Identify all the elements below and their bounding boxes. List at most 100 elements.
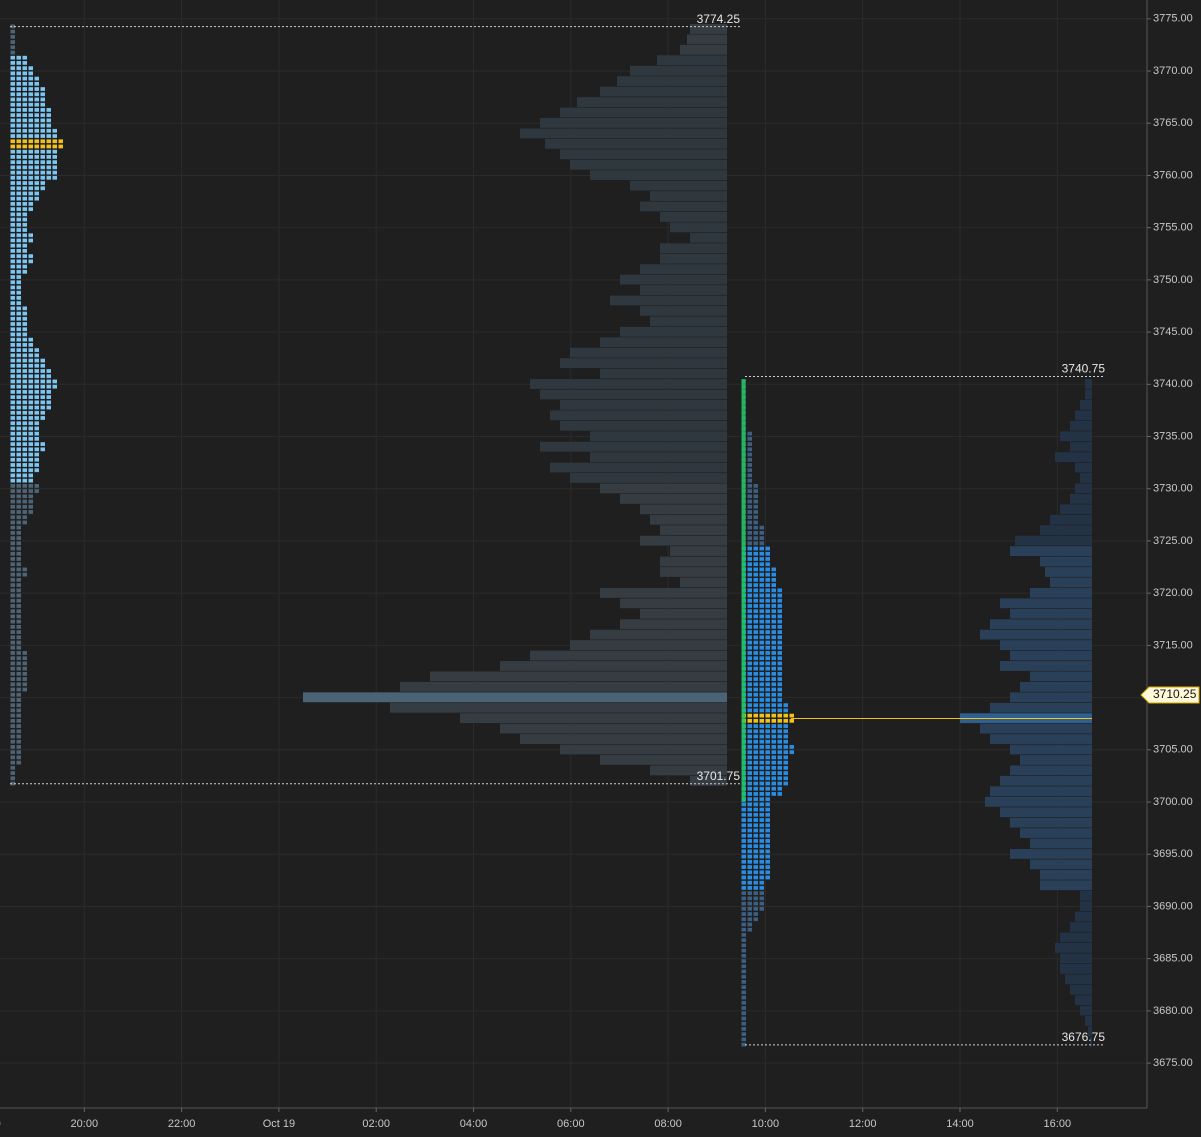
volume-bar [640,264,727,275]
volume-bar [590,431,727,442]
tpo-row [10,441,46,453]
tpo-row [10,232,34,244]
volume-bar [687,34,727,45]
tpo-row [10,713,22,724]
volume-bar [1070,420,1092,431]
tpo-row [741,838,771,850]
tpo-row [10,504,34,515]
tpo-row [741,890,765,902]
tpo-row [10,55,28,66]
tpo-row [741,556,771,568]
volume-bar [500,723,727,734]
axes: 3675.00 3680.00 3685.00 3690.00 3695.00 3700.… [0,13,1200,1130]
y-tick-label: 3745.00 [1153,326,1193,338]
tpo-row [741,535,765,547]
tpo-row [741,859,771,870]
y-tick-label: 3765.00 [1153,117,1193,129]
volume-bar [530,650,727,661]
session-high-label: 3774.25 [697,12,741,26]
volume-bar [600,587,727,598]
volume-bar [1090,1036,1092,1047]
tpo-row [741,963,747,975]
tpo-row [741,765,789,776]
volume-bar [560,420,727,431]
volume-bar [680,577,727,588]
volume-bar [660,243,727,254]
volume-bar [1040,880,1092,891]
tpo-row [10,24,16,35]
tpo-row [10,65,34,77]
volume-bar [1080,901,1092,912]
tpo-row [741,493,759,505]
x-tick-label: 10:00 [752,1118,780,1130]
tpo-row [741,828,771,839]
plot: 3774.25 3701.75 3740.75 3676.75 [10,12,1105,1048]
volume-bar [500,661,727,671]
tpo-row [10,128,58,139]
tpo-row [741,661,783,672]
volume-bar [650,514,727,525]
volume-bar [540,118,727,128]
tpo-row [741,546,771,557]
volume-bar [1010,744,1092,755]
tpo-row [741,431,753,442]
volume-bar [1075,410,1092,421]
volume-bar [540,441,727,452]
volume-bar [1088,1026,1092,1037]
y-tick-label: 3775.00 [1153,13,1193,25]
volume-bar [1075,462,1092,473]
tpo-row [10,692,22,703]
tpo-row [741,441,753,453]
tpo-row [741,869,771,881]
volume-bar [660,567,727,577]
tpo-row [10,473,34,484]
volume-bar [985,796,1092,807]
tpo-row [10,295,22,306]
volume-bar [570,159,727,170]
volume-bar [690,775,727,786]
volume-bar [670,222,727,233]
tpo-row [741,473,753,484]
volume-bar [630,65,727,76]
volume-bar [600,337,727,348]
tpo-row [10,608,22,620]
tpo-row [10,44,16,56]
volume-bar [620,598,727,609]
volume-bar [690,232,727,243]
volume-bar [990,734,1092,744]
volume-bar [1030,587,1092,598]
volume-bar [400,681,727,692]
tpo-row [741,598,783,609]
tpo-row [10,431,40,442]
volume-bar [680,44,727,55]
y-tick-label: 3685.00 [1153,953,1193,965]
volume-bar [1070,493,1092,504]
volume-bar [600,483,727,494]
volume-bar [1020,681,1092,692]
volume-bar [1070,441,1092,452]
tpo-row [10,410,46,421]
tpo-row [741,953,747,964]
tpo-row [741,817,771,829]
tpo-row [10,326,28,338]
tpo-row [10,138,64,150]
tpo-row [10,483,40,494]
volume-bar [1070,984,1092,995]
tpo-row [741,932,747,944]
volume-bar [560,149,727,160]
x-tick-label: 02:00 [362,1118,390,1130]
tpo-row [741,650,783,662]
tpo-row [741,974,747,985]
volume-bar [1000,598,1092,609]
tpo-row [741,995,747,1006]
volume-bar [590,452,727,463]
volume-bar [1000,640,1092,650]
tpo-row [10,420,40,432]
tpo-row [10,629,22,641]
tpo-row [10,462,40,474]
tpo-row [10,577,22,588]
tpo-row [741,734,789,745]
tpo-row [741,744,795,756]
